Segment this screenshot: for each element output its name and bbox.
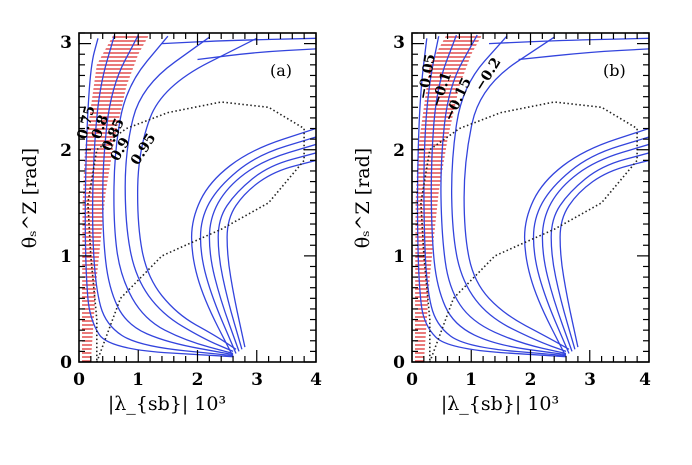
contour-right-2: [199, 136, 316, 354]
x-tick-label: 4: [310, 370, 322, 390]
contour-left-5: [450, 35, 567, 353]
x-tick-label: 2: [192, 370, 204, 390]
y-tick-label: 3: [393, 33, 405, 53]
contour-top-2: [518, 48, 649, 61]
y-tick-label: 1: [60, 247, 72, 267]
contour-left-4: [113, 35, 234, 355]
contour-right-1: [523, 127, 649, 357]
contour-left-1: [416, 38, 567, 358]
contour-right-3: [541, 143, 649, 352]
y-tick-label: 3: [60, 33, 72, 53]
contour-level-label: 0.8: [89, 113, 112, 141]
y-tick-label: 2: [60, 141, 72, 161]
y-axis-title: θₛ^Z [rad]: [352, 148, 374, 248]
panel-a: 0 1 2 3 4 0 1 2 3 |λ_{sb}| 10³ θₛ^Z [rad…: [19, 32, 322, 415]
x-axis-title: |λ_{sb}| 10³: [108, 393, 226, 415]
contour-level-label: −0.05: [415, 53, 439, 101]
contour-level-label: −0.2: [472, 55, 505, 94]
x-tick-label: 0: [406, 370, 418, 390]
panel-label: (a): [270, 61, 292, 80]
y-tick-label: 0: [393, 353, 405, 373]
contour-top-1: [161, 37, 316, 45]
contour-lines: [84, 34, 316, 358]
contour-left-3: [430, 34, 567, 356]
x-tick-label: 2: [525, 370, 537, 390]
contour-right-3: [208, 143, 316, 352]
contour-left-6: [136, 37, 258, 350]
contour-right-5: [226, 159, 316, 348]
contour-left-3: [102, 34, 234, 356]
y-axis-title: θₛ^Z [rad]: [19, 148, 41, 248]
x-tick-label: 1: [465, 370, 477, 390]
panel-b: 0 1 2 3 4 0 1 2 3 |λ_{sb}| 10³ θₛ^Z [rad…: [352, 32, 651, 415]
contour-right-4: [550, 152, 649, 350]
contour-right-4: [217, 152, 316, 350]
x-tick-label: 1: [132, 370, 144, 390]
contour-left-6: [463, 36, 570, 350]
contour-lines: [416, 34, 649, 358]
y-tick-label: 0: [60, 353, 72, 373]
contour-left-2: [423, 36, 567, 357]
y-tick-label: 2: [393, 141, 405, 161]
x-tick-label: 3: [584, 370, 596, 390]
excluded-region: [415, 33, 484, 362]
contour-right-5: [559, 159, 649, 348]
y-tick-label: 1: [393, 247, 405, 267]
x-tick-label: 0: [73, 370, 85, 390]
x-axis-title: |λ_{sb}| 10³: [441, 393, 559, 415]
contour-top-1: [488, 37, 649, 45]
contour-left-2: [91, 34, 234, 357]
contour-left-5: [124, 36, 234, 352]
axis-ticks: [411, 32, 650, 363]
x-tick-label: 4: [639, 370, 651, 390]
contour-level-label: 0.95: [128, 131, 160, 168]
contour-top-2: [197, 48, 316, 61]
panel-label: (b): [603, 61, 626, 80]
contour-right-1: [190, 127, 316, 357]
contour-left-1: [84, 38, 234, 358]
contour-right-2: [532, 136, 649, 354]
axis-ticks: [78, 32, 317, 363]
contour-left-4: [440, 34, 567, 355]
excluded-region: [82, 33, 151, 362]
x-tick-label: 3: [251, 370, 263, 390]
